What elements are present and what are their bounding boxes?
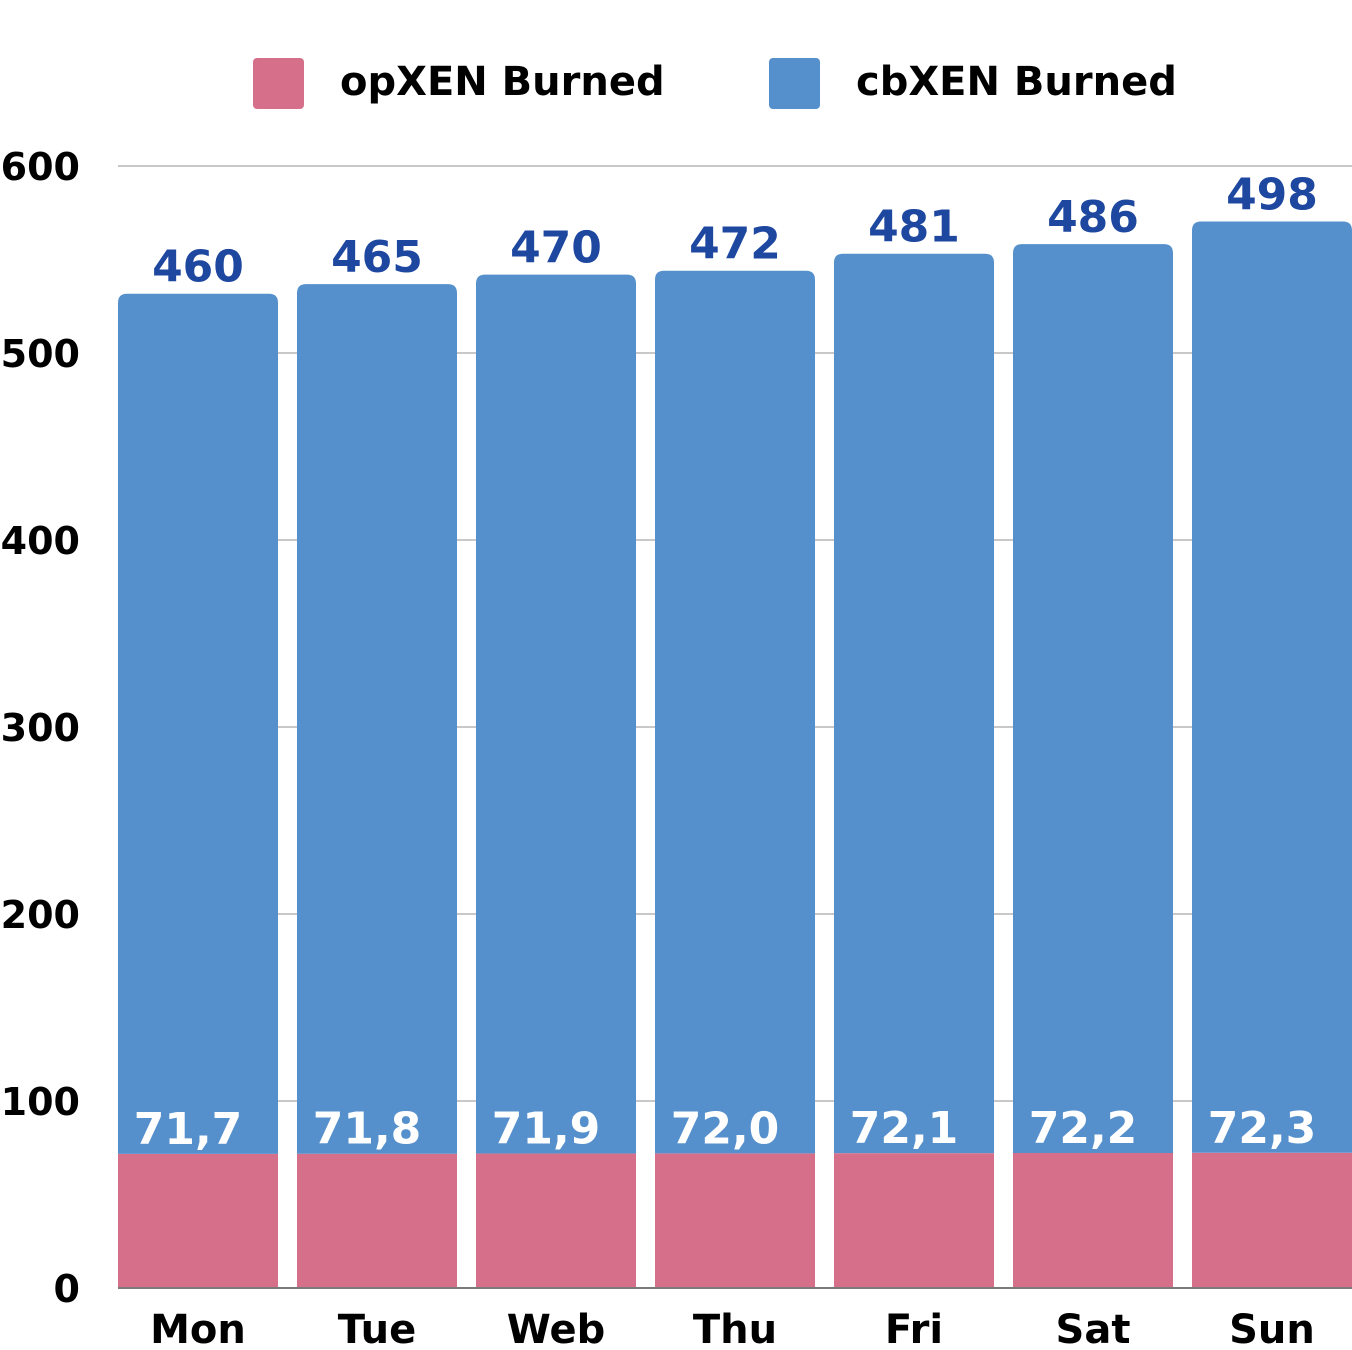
bar-opxen-fri <box>834 1153 994 1288</box>
x-tick-label-thu: Thu <box>693 1307 777 1350</box>
y-tick-label-1: 100 <box>1 1080 80 1124</box>
data-label-opxen-web: 71,9 <box>492 1104 601 1155</box>
data-label-cbxen-mon: 460 <box>152 242 244 293</box>
bar-opxen-thu <box>655 1153 815 1288</box>
data-label-opxen-mon: 71,7 <box>134 1104 243 1155</box>
data-labels: 460 71,7 465 71,8 470 71,9 472 72,0 481 72,1 486 72… <box>134 170 1318 1155</box>
data-label-opxen-tue: 71,8 <box>313 1104 422 1155</box>
data-label-cbxen-thu: 472 <box>689 219 781 270</box>
legend: opXEN Burned cbXEN Burned <box>253 58 1177 109</box>
bar-cbxen-sun <box>1192 221 1352 1153</box>
data-label-cbxen-sun: 498 <box>1226 170 1318 221</box>
legend-label-0: opXEN Burned <box>340 59 665 105</box>
x-tick-label-fri: Fri <box>885 1307 943 1350</box>
data-label-opxen-thu: 72,0 <box>671 1103 780 1154</box>
bar-cbxen-tue <box>297 284 457 1154</box>
bar-cbxen-sat <box>1013 244 1173 1153</box>
bar-opxen-sun <box>1192 1152 1352 1288</box>
y-tick-label-0: 0 <box>54 1267 80 1311</box>
bar-opxen-mon <box>118 1153 278 1288</box>
bar-cbxen-thu <box>655 270 815 1154</box>
y-axis-ticks: 0 100 200 300 400 500 600 <box>1 145 80 1311</box>
legend-swatch-0 <box>253 58 304 109</box>
bar-cbxen-web <box>476 274 636 1154</box>
y-tick-label-5: 500 <box>1 332 80 376</box>
data-label-opxen-sun: 72,3 <box>1208 1103 1317 1154</box>
y-tick-label-6: 600 <box>1 145 80 189</box>
x-tick-label-web: Web <box>507 1307 605 1350</box>
bar-cbxen-fri <box>834 253 994 1154</box>
x-tick-label-sun: Sun <box>1229 1307 1315 1350</box>
x-tick-label-mon: Mon <box>150 1307 246 1350</box>
legend-swatch-1 <box>769 58 820 109</box>
y-tick-label-2: 200 <box>1 893 80 937</box>
x-tick-label-sat: Sat <box>1056 1307 1131 1350</box>
data-label-cbxen-tue: 465 <box>331 232 423 283</box>
y-tick-label-3: 300 <box>1 706 80 750</box>
bar-opxen-sat <box>1013 1152 1173 1288</box>
legend-label-1: cbXEN Burned <box>856 59 1177 105</box>
data-label-cbxen-fri: 481 <box>868 202 960 253</box>
x-axis-ticks: Mon Tue Web Thu Fri Sat Sun <box>150 1307 1315 1350</box>
data-label-opxen-fri: 72,1 <box>850 1103 959 1154</box>
x-tick-label-tue: Tue <box>338 1307 417 1350</box>
data-label-cbxen-web: 470 <box>510 223 602 274</box>
bar-opxen-web <box>476 1153 636 1288</box>
data-label-cbxen-sat: 486 <box>1047 192 1139 243</box>
bar-opxen-tue <box>297 1153 457 1288</box>
data-label-opxen-sat: 72,2 <box>1029 1103 1138 1154</box>
y-tick-label-4: 400 <box>1 519 80 563</box>
bars <box>118 221 1352 1288</box>
bar-cbxen-mon <box>118 293 278 1154</box>
